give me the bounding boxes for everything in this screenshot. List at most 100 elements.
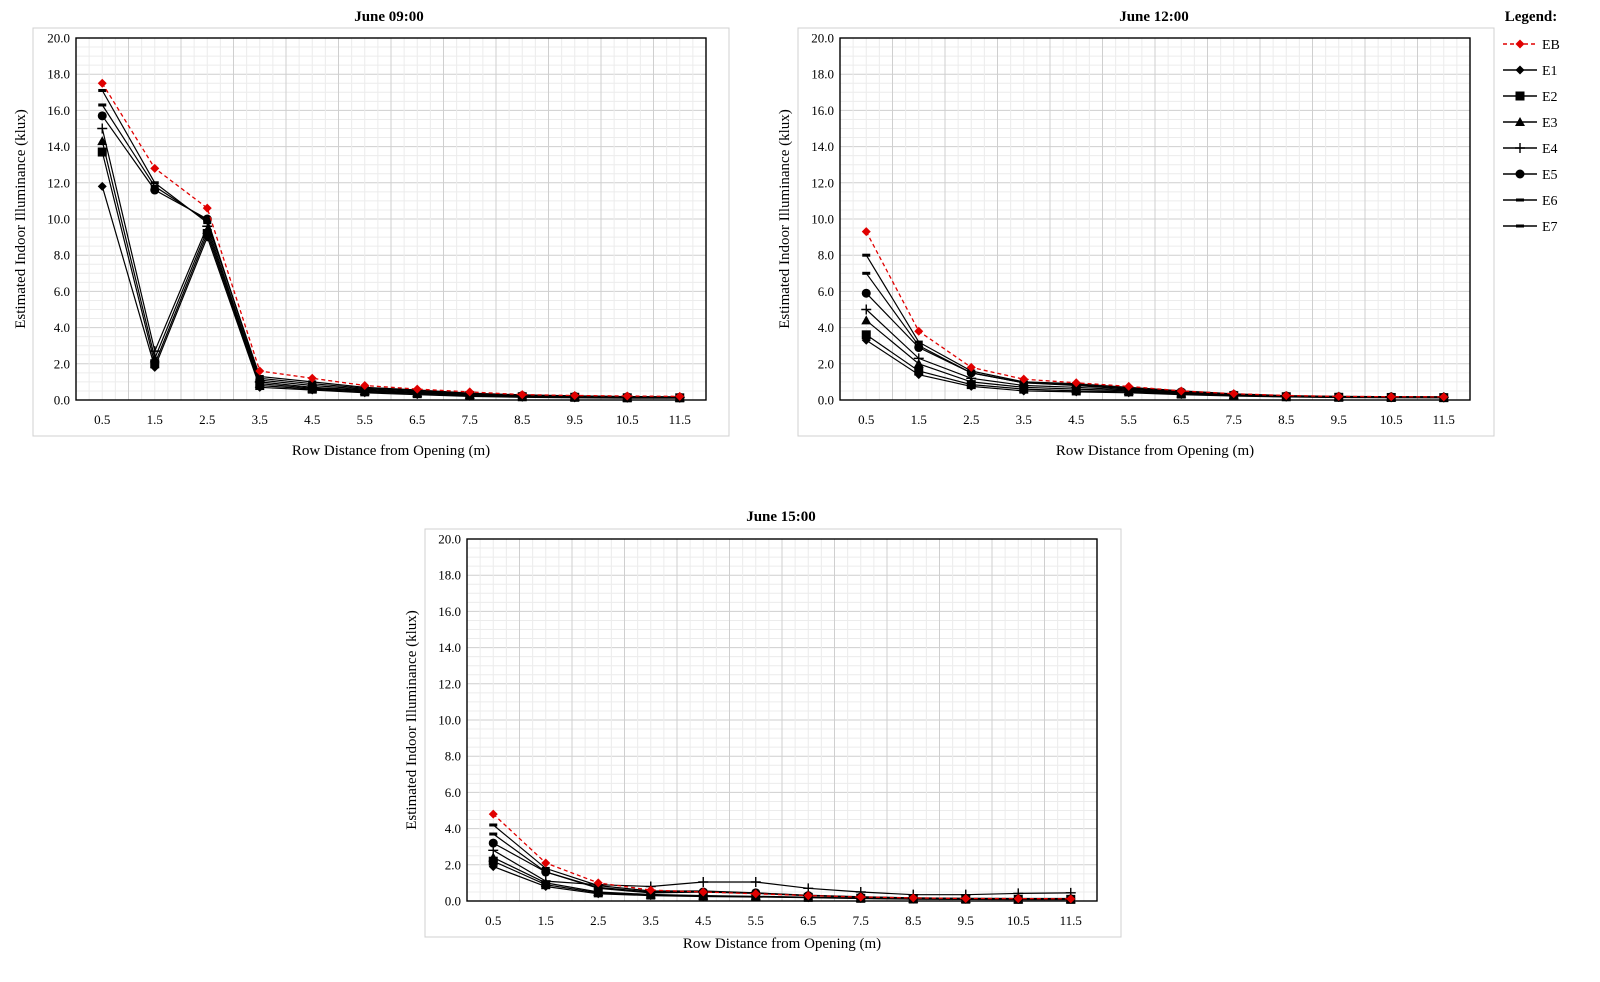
y-axis-label: Estimated Indoor Illuminance (klux) (13, 109, 29, 329)
data-point-eb (861, 227, 871, 237)
legend-label: E2 (1542, 90, 1558, 105)
chart-title: June 12:00 (1119, 9, 1189, 25)
data-point-eb (465, 387, 475, 397)
data-point-e4 (149, 346, 160, 357)
data-point-eb (1334, 391, 1344, 401)
data-point-e6 (489, 832, 498, 836)
x-tick-label: 11.5 (1433, 412, 1455, 427)
x-tick-label: 1.5 (911, 412, 927, 427)
x-tick-label: 4.5 (1068, 412, 1084, 427)
data-point-e7 (914, 340, 923, 344)
y-tick-label: 8.0 (445, 749, 461, 764)
data-point-eb (412, 384, 422, 394)
data-point-e4 (698, 876, 709, 887)
series-line-e4 (492, 849, 1071, 896)
data-point-eb (593, 878, 603, 888)
y-tick-label: 14.0 (438, 640, 461, 655)
x-tick-label: 0.5 (94, 412, 110, 427)
y-tick-label: 12.0 (811, 175, 834, 190)
data-point-eb (150, 163, 160, 173)
data-point-e4 (97, 123, 108, 134)
y-tick-label: 18.0 (47, 67, 70, 82)
data-point-eb (255, 366, 265, 376)
data-point-eb (307, 373, 317, 383)
chart-frame (797, 27, 1495, 437)
data-point-e4 (540, 876, 551, 887)
plot-area (75, 37, 707, 401)
legend-label: E1 (1542, 64, 1558, 79)
legend-item-e1: E1 (1503, 64, 1558, 79)
data-point-e5 (861, 288, 871, 298)
data-point-eb (622, 391, 632, 401)
data-point-eb (1439, 392, 1449, 402)
legend-item-e7: E7 (1503, 220, 1558, 235)
legend-item-e4: E4 (1503, 142, 1558, 157)
data-point-eb (1013, 894, 1023, 904)
y-tick-label: 16.0 (47, 103, 70, 118)
plot-area (839, 37, 1471, 401)
legend-marker (1516, 198, 1524, 202)
y-tick-label: 20.0 (47, 31, 70, 46)
legend-item-eb: EB (1503, 38, 1560, 53)
x-tick-label: 3.5 (1016, 412, 1032, 427)
data-point-eb (856, 892, 866, 902)
gridlines (75, 37, 707, 401)
legend-marker (1515, 39, 1525, 49)
y-tick-label: 4.0 (818, 320, 834, 335)
gridlines (466, 538, 1098, 902)
chart-panel-1: June 09:00 0.0 2.0 4.0 6.0 8.0 10.0 12.0 14.0 16.… (13, 9, 730, 459)
legend-item-e2: E2 (1503, 90, 1558, 105)
y-tick-label: 14.0 (47, 139, 70, 154)
data-point-e6 (862, 271, 871, 275)
data-point-eb (1386, 392, 1396, 402)
data-point-e6 (150, 184, 159, 188)
data-point-eb (517, 390, 527, 400)
y-tick-label: 12.0 (438, 676, 461, 691)
data-point-eb (908, 893, 918, 903)
x-tick-label: 3.5 (252, 412, 268, 427)
data-point-e7 (541, 866, 550, 870)
x-tick-label: 1.5 (147, 412, 163, 427)
data-point-eb (570, 390, 580, 400)
data-point-e6 (914, 344, 923, 348)
y-tick-label: 16.0 (811, 103, 834, 118)
chart-title: June 09:00 (354, 9, 424, 25)
x-tick-label: 7.5 (462, 412, 478, 427)
x-tick-label: 8.5 (1278, 412, 1294, 427)
legend-item-e3: E3 (1503, 116, 1558, 131)
data-point-eb (488, 809, 498, 819)
legend-label: E4 (1542, 142, 1558, 157)
data-point-e3 (488, 852, 499, 862)
data-point-eb (360, 381, 370, 391)
data-point-eb (1071, 378, 1081, 388)
legend: Legend: EB E1 E2 E3 E4 E5 E6 E7 (1503, 9, 1560, 235)
data-point-e3 (97, 136, 108, 146)
x-tick-label: 2.5 (590, 913, 606, 928)
data-point-e2 (97, 147, 107, 157)
data-point-e6 (203, 219, 212, 223)
data-point-eb (541, 858, 551, 868)
legend-label: EB (1542, 38, 1560, 53)
series-line-eb (865, 231, 1444, 398)
x-tick-label: 2.5 (199, 412, 215, 427)
data-point-eb (646, 885, 656, 895)
x-axis-label: Row Distance from Opening (m) (292, 443, 490, 459)
x-tick-label: 9.5 (958, 913, 974, 928)
data-point-eb (97, 78, 107, 88)
gridlines (839, 37, 1471, 401)
data-point-eb (803, 891, 813, 901)
data-point-e7 (203, 221, 212, 225)
series-eb (97, 78, 685, 401)
data-point-eb (914, 326, 924, 336)
data-point-e3 (149, 353, 160, 363)
data-point-eb (1019, 374, 1029, 384)
data-point-eb (1281, 390, 1291, 400)
series-eb (488, 809, 1076, 904)
x-tick-label: 6.5 (409, 412, 425, 427)
legend-marker (1516, 224, 1524, 228)
y-tick-label: 14.0 (811, 139, 834, 154)
data-point-e1 (97, 181, 107, 191)
x-tick-label: 10.5 (1380, 412, 1403, 427)
legend-marker (1515, 65, 1525, 75)
